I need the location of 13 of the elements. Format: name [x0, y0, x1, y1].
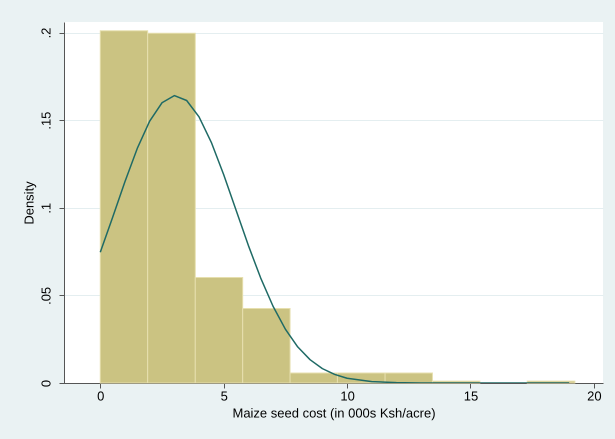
- y-tick-label: .15: [38, 112, 54, 130]
- x-tick-label: 5: [220, 388, 228, 404]
- x-tick-label: 0: [97, 388, 104, 404]
- x-tick-label: 15: [464, 388, 478, 404]
- x-tick-label: 20: [587, 388, 602, 404]
- line-series: [100, 94, 570, 383]
- y-tick-label: 0: [38, 380, 54, 388]
- y-tick-label: .1: [38, 202, 54, 214]
- x-axis-title: Maize seed cost (in 000s Ksh/acre): [232, 406, 436, 420]
- y-tick-label: .2: [38, 28, 54, 38]
- x-tick-label: 10: [340, 388, 355, 404]
- y-tick-label: .05: [38, 286, 54, 305]
- y-axis-title: Density: [22, 180, 36, 225]
